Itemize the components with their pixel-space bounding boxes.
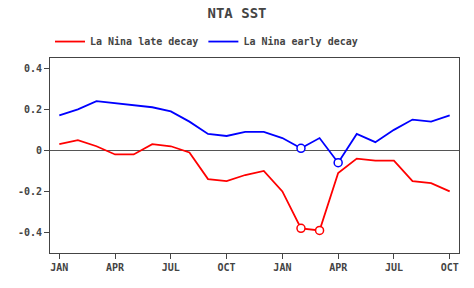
- svg-text:APR: APR: [329, 262, 348, 273]
- svg-text:JAN: JAN: [273, 262, 291, 273]
- svg-text:-0.4: -0.4: [18, 227, 42, 238]
- svg-text:NTA SST: NTA SST: [207, 5, 266, 21]
- svg-text:OCT: OCT: [441, 262, 459, 273]
- svg-text:-0.2: -0.2: [18, 186, 42, 197]
- svg-text:0.2: 0.2: [24, 104, 42, 115]
- svg-text:APR: APR: [106, 262, 125, 273]
- svg-text:La Nina late decay: La Nina late decay: [90, 36, 198, 47]
- svg-text:JUL: JUL: [385, 262, 403, 273]
- svg-text:JUL: JUL: [162, 262, 180, 273]
- svg-text:0: 0: [36, 145, 42, 156]
- svg-text:OCT: OCT: [218, 262, 236, 273]
- svg-text:JAN: JAN: [50, 262, 68, 273]
- svg-text:La Nina early decay: La Nina early decay: [243, 36, 357, 47]
- svg-text:0.4: 0.4: [24, 63, 42, 74]
